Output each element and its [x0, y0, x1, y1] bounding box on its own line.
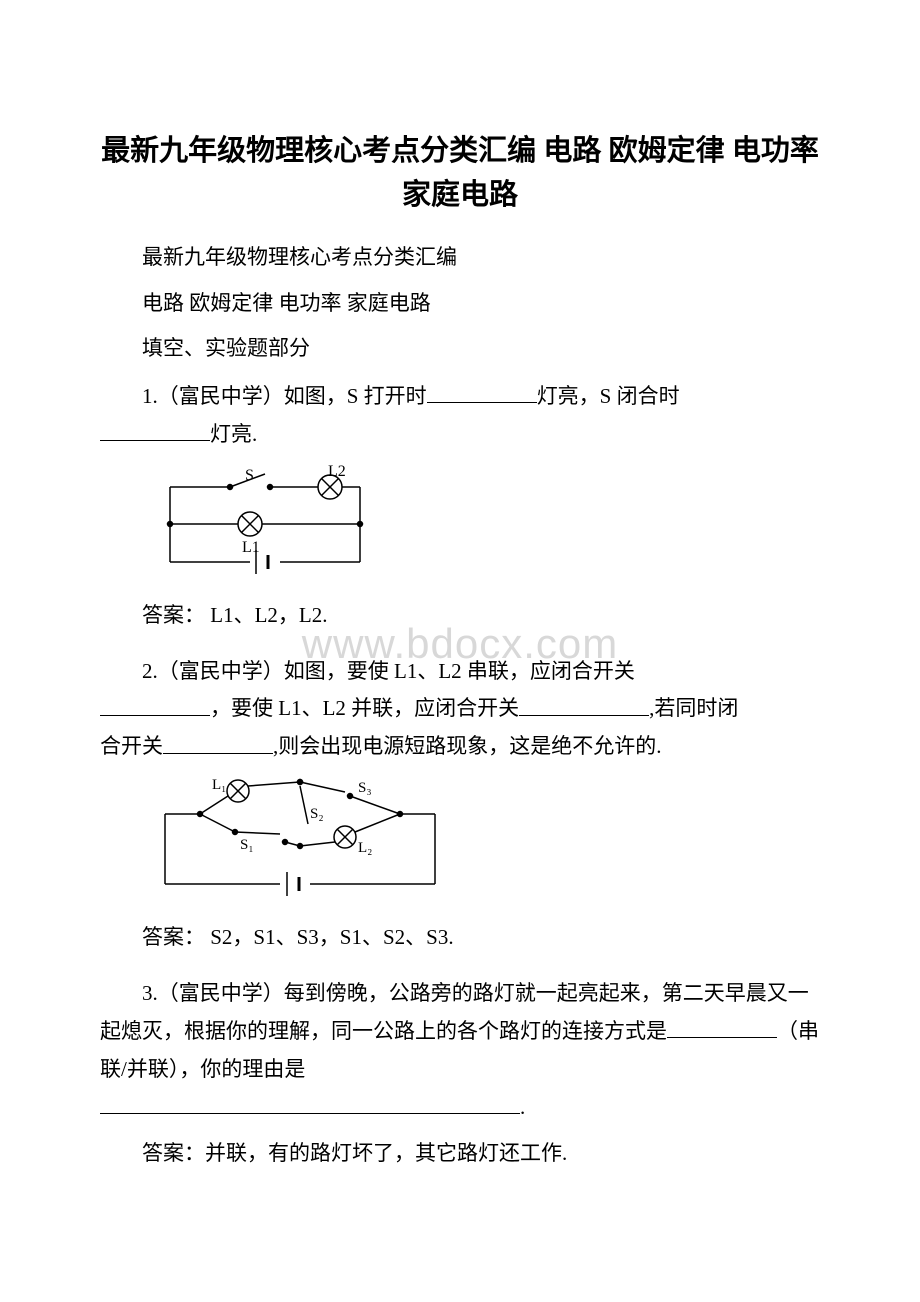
q1-prefix: 1.（富民中学）如图，S 打开时 — [142, 384, 427, 408]
q3-blank-1 — [667, 1013, 777, 1038]
q3-answer-label: 答案： — [142, 1141, 205, 1165]
q2-label-s1: S₁ — [240, 837, 254, 853]
q2-line3-suffix: ,则会出现电源短路现象，这是绝不允许的. — [273, 735, 662, 759]
q1-answer-label: 答案： — [142, 603, 205, 627]
document-content: 最新九年级物理核心考点分类汇编 电路 欧姆定律 电功率 家庭电路 最新九年级物理… — [100, 130, 820, 1172]
question-2-text: 2.（富民中学）如图，要使 L1、L2 串联，应闭合开关 ，要使 L1、L2 并… — [100, 653, 820, 767]
q2-label-l2: L₂ — [358, 840, 372, 856]
q1-label-l1: L1 — [242, 539, 260, 556]
q2-blank-1 — [100, 690, 210, 715]
q2-circuit-diagram: L₁ S₃ S₁ S₂ L₂ — [150, 774, 820, 909]
question-1-text: 1.（富民中学）如图，S 打开时 灯亮，S 闭合时 灯亮. — [100, 378, 820, 454]
q2-blank-2 — [519, 690, 649, 715]
q1-label-s: S — [245, 467, 254, 484]
q1-answer-text: L1、L2，L2. — [205, 603, 327, 627]
q2-line3-prefix: 合开关 — [100, 735, 163, 759]
q1-blank-1 — [427, 378, 537, 403]
section-header: 填空、实验题部分 — [100, 332, 820, 366]
q2-label-l1: L₁ — [212, 777, 226, 793]
q2-answer: 答案： S2，S1、S3，S1、S2、S3. — [100, 919, 820, 957]
q2-blank-3 — [163, 728, 273, 753]
q3-blank-2 — [100, 1089, 520, 1114]
q2-line1-prefix: 2.（富民中学）如图，要使 L1、L2 串联，应闭合开关 — [142, 659, 635, 683]
q2-label-s3: S₃ — [358, 780, 372, 796]
q2-line2-mid: ，要使 L1、L2 并联，应闭合开关 — [210, 697, 519, 721]
q1-suffix: 灯亮. — [210, 422, 257, 446]
q1-circuit-diagram: S L2 L1 — [150, 462, 820, 587]
q2-label-s2: S₂ — [310, 806, 324, 822]
q2-answer-label: 答案： — [142, 925, 205, 949]
q3-answer: 答案：并联，有的路灯坏了，其它路灯还工作. — [100, 1135, 820, 1173]
q1-mid: 灯亮，S 闭合时 — [537, 384, 680, 408]
q2-answer-text: S2，S1、S3，S1、S2、S3. — [205, 925, 454, 949]
q2-line2-suffix: ,若同时闭 — [649, 697, 738, 721]
subtitle-2: 电路 欧姆定律 电功率 家庭电路 — [100, 287, 820, 321]
question-3-text: 3.（富民中学）每到傍晚，公路旁的路灯就一起亮起来，第二天早晨又一起熄灭，根据你… — [100, 975, 820, 1127]
q3-answer-text: 并联，有的路灯坏了，其它路灯还工作. — [205, 1141, 567, 1165]
q3-period: . — [520, 1095, 525, 1119]
document-title: 最新九年级物理核心考点分类汇编 电路 欧姆定律 电功率 家庭电路 — [100, 130, 820, 217]
q1-answer: 答案： L1、L2，L2. — [100, 597, 820, 635]
q1-blank-2 — [100, 416, 210, 441]
q1-label-l2: L2 — [328, 463, 346, 480]
subtitle-1: 最新九年级物理核心考点分类汇编 — [100, 241, 820, 275]
